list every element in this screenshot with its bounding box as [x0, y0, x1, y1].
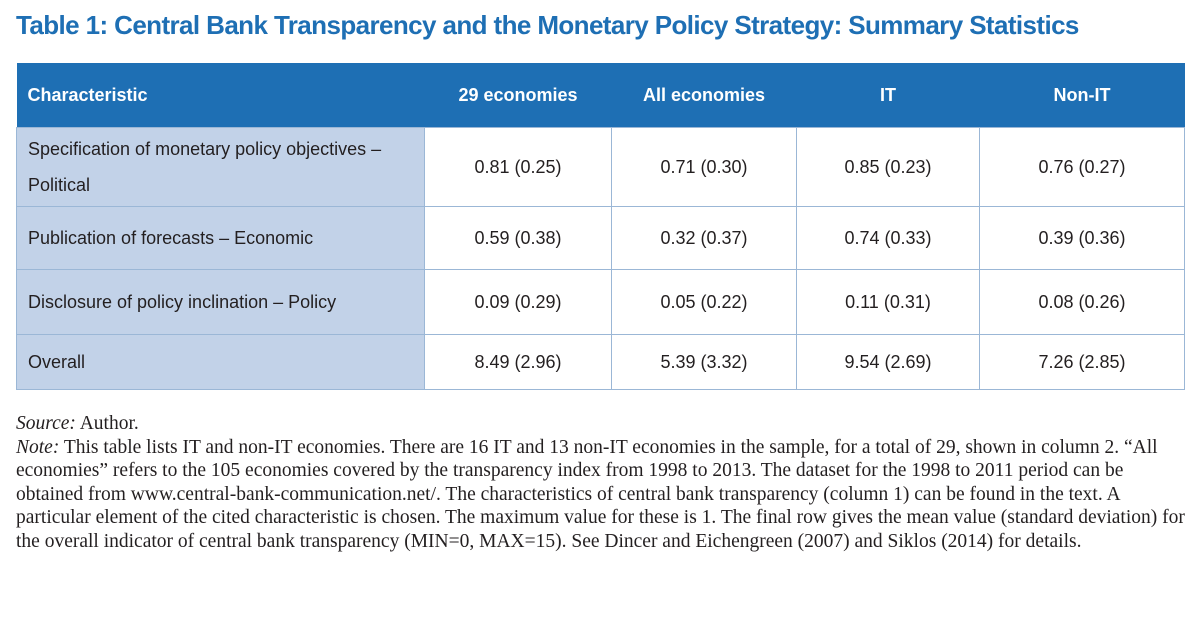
- column-header-non-it: Non-IT: [979, 63, 1185, 128]
- table-cell: 0.39 (0.36): [979, 206, 1185, 270]
- table-row: Publication of forecasts – Economic 0.59…: [16, 206, 1185, 270]
- table-cell: 0.76 (0.27): [979, 127, 1185, 207]
- table-notes: Source: Author. Note: This table lists I…: [16, 412, 1188, 553]
- row-label: Specification of monetary policy objecti…: [16, 127, 425, 207]
- note-paragraph: Note: This table lists IT and non-IT eco…: [16, 436, 1188, 554]
- table-cell: 5.39 (3.32): [611, 334, 797, 390]
- table-title: Table 1: Central Bank Transparency and t…: [16, 10, 1079, 40]
- table-cell: 0.71 (0.30): [611, 127, 797, 207]
- table-header-row: Characteristic 29 economies All economie…: [16, 63, 1185, 128]
- note-label: Note:: [16, 436, 60, 458]
- table-cell: 0.11 (0.31): [796, 269, 980, 335]
- table-row: Specification of monetary policy objecti…: [16, 127, 1185, 207]
- table-cell: 7.26 (2.85): [979, 334, 1185, 390]
- table-cell: 0.81 (0.25): [424, 127, 612, 207]
- source-text: Author.: [75, 413, 139, 434]
- column-header-29-economies: 29 economies: [424, 63, 612, 128]
- table-cell: 0.74 (0.33): [796, 206, 980, 270]
- summary-statistics-table: Characteristic 29 economies All economie…: [16, 63, 1185, 390]
- note-text: This table lists IT and non-IT economies…: [16, 436, 1185, 552]
- column-header-characteristic: Characteristic: [16, 63, 425, 128]
- table-cell: 0.32 (0.37): [611, 206, 797, 270]
- column-header-all-economies: All economies: [611, 63, 797, 128]
- table-cell: 0.09 (0.29): [424, 269, 612, 335]
- row-label: Disclosure of policy inclination – Polic…: [16, 269, 425, 335]
- table-cell: 9.54 (2.69): [796, 334, 980, 390]
- table-cell: 8.49 (2.96): [424, 334, 612, 390]
- column-header-it: IT: [796, 63, 980, 128]
- source-line: Source: Author.: [16, 412, 1188, 436]
- table-cell: 0.85 (0.23): [796, 127, 980, 207]
- source-label: Source:: [16, 413, 76, 434]
- table-row: Overall 8.49 (2.96) 5.39 (3.32) 9.54 (2.…: [16, 334, 1185, 390]
- row-label: Overall: [16, 334, 425, 390]
- table-cell: 0.59 (0.38): [424, 206, 612, 270]
- row-label: Publication of forecasts – Economic: [16, 206, 425, 270]
- table-row: Disclosure of policy inclination – Polic…: [16, 269, 1185, 335]
- table-cell: 0.08 (0.26): [979, 269, 1185, 335]
- table-cell: 0.05 (0.22): [611, 269, 797, 335]
